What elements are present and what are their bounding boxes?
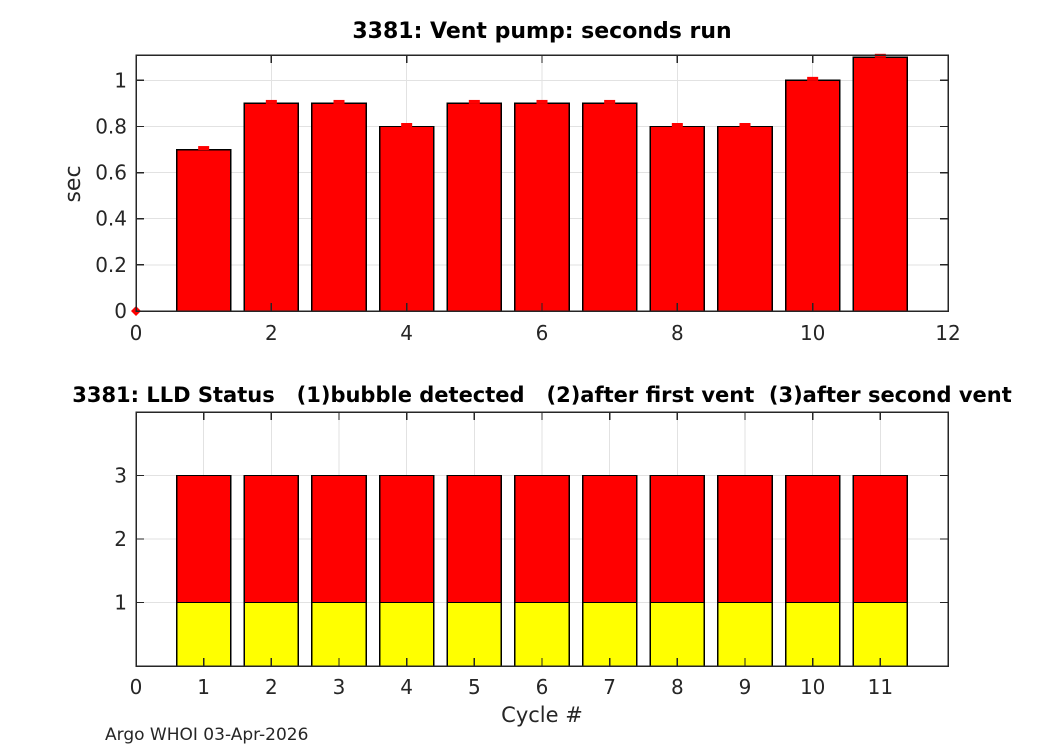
vent-pump-errorbar-cap [536,99,548,104]
vent-pump-bar [649,125,706,312]
lld-status-bar-segment [243,601,300,667]
vent-pump-errorbar-cap [198,146,210,151]
vent-pump-ytick-label: 0.4 [95,207,127,231]
lld-status-bar-segment [175,474,232,604]
lld-status-bar-segment [378,474,435,604]
lld-status-bar-segment [717,474,773,604]
lld-status-bar-segment [175,601,232,667]
vent-pump-y-axis-label: sec [61,165,86,203]
vent-pump-bar [717,125,773,312]
vent-pump-xtick-label: 8 [671,321,684,345]
lld-status-ytick-label: 2 [114,527,127,551]
vent-pump-bar [784,79,841,312]
lld-status-xtick-label: 8 [671,675,684,699]
figure-credit-text: Argo WHOI 03-Apr-2026 [105,725,309,745]
lld-status-bar-segment [446,474,503,604]
vent-pump-bar [581,102,638,312]
vent-pump-xtick-label: 2 [265,321,278,345]
lld-status-bar-segment [784,601,841,667]
vent-pump-chart-title: 3381: Vent pump: seconds run [352,19,732,44]
cycle-x-axis-label: Cycle # [501,703,583,727]
lld-status-xtick-label: 11 [868,675,893,699]
vent-pump-ytick-label: 0.6 [95,161,127,185]
vent-pump-bar [175,148,232,312]
vent-pump-ytick-label: 0.2 [95,253,127,277]
lld-status-bar-segment [649,601,706,667]
lld-status-xtick-label: 3 [333,675,346,699]
vent-pump-xtick-label: 0 [130,321,143,345]
vent-pump-errorbar-cap [874,53,886,58]
vent-pump-errorbar-cap [604,99,616,104]
vent-pump-ytick-label: 0 [114,299,127,323]
lld-status-bar-segment [514,474,570,604]
lld-status-bar-segment [243,474,300,604]
lld-status-bar-segment [717,601,773,667]
vent-pump-xtick-label: 12 [935,321,960,345]
lld-status-bar-segment [378,601,435,667]
lld-status-xtick-label: 2 [265,675,278,699]
lld-status-xtick-label: 7 [603,675,616,699]
vent-pump-errorbar-cap [807,76,819,81]
vent-pump-errorbar-cap [401,122,413,127]
vent-pump-bar [514,102,570,312]
lld-status-bar-segment [649,474,706,604]
lld-status-bar-segment [581,474,638,604]
lld-status-xtick-label: 6 [536,675,549,699]
vent-pump-errorbar-cap [333,99,345,104]
lld-status-bar-segment [581,601,638,667]
lld-status-xtick-label: 5 [468,675,481,699]
vent-pump-xtick-label: 10 [800,321,825,345]
vent-pump-errorbar-cap [265,99,277,104]
lld-status-xtick-label: 0 [130,675,143,699]
vent-pump-bar [446,102,503,312]
lld-status-xtick-label: 9 [739,675,752,699]
lld-status-bar-segment [446,601,503,667]
vent-pump-ytick-label: 0.8 [95,114,127,138]
lld-status-bar-segment [311,601,367,667]
vent-pump-errorbar-cap [468,99,480,104]
vent-pump-bar [311,102,367,312]
vent-pump-xtick-label: 6 [536,321,549,345]
lld-status-xtick-label: 1 [197,675,210,699]
lld-status-bar-segment [852,601,909,667]
vent-pump-ytick-label: 1 [114,68,127,92]
lld-status-bar-segment [852,474,909,604]
lld-status-bar-segment [784,474,841,604]
vent-pump-xtick-label: 4 [400,321,413,345]
lld-status-chart-title: 3381: LLD Status (1)bubble detected (2)a… [72,383,1012,407]
vent-pump-bar [378,125,435,312]
lld-status-bar-segment [514,601,570,667]
vent-pump-bar [243,102,300,312]
vent-pump-bar [852,56,909,312]
vent-pump-errorbar-cap [739,122,751,127]
lld-status-ytick-label: 3 [114,464,127,488]
vent-pump-errorbar-cap [671,122,683,127]
lld-status-xtick-label: 4 [400,675,413,699]
lld-status-bar-segment [311,474,367,604]
lld-status-xtick-label: 10 [800,675,825,699]
lld-status-ytick-label: 1 [114,591,127,615]
